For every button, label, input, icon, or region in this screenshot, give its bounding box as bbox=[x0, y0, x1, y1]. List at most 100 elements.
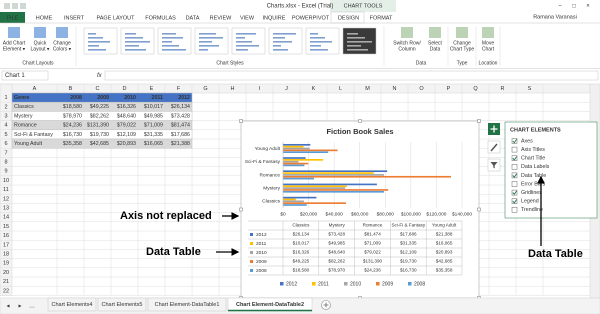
context-band bbox=[330, 0, 396, 12]
formula-input[interactable] bbox=[104, 70, 599, 81]
row-header: 22 bbox=[3, 288, 9, 294]
ribbon-button-label[interactable]: Switch Row/ bbox=[393, 40, 421, 46]
ribbon-group-label: Chart Layouts bbox=[22, 60, 54, 66]
ribbon-button-label[interactable]: Chart Type bbox=[450, 46, 475, 52]
checkbox[interactable] bbox=[511, 189, 518, 196]
sheet-tab-label[interactable]: Chart Element-DataTable1 bbox=[155, 302, 220, 308]
checkbox[interactable] bbox=[511, 146, 518, 153]
thumb-bar bbox=[347, 49, 368, 51]
sheet-tab[interactable] bbox=[147, 297, 227, 312]
panel-item[interactable]: Error Bars bbox=[521, 181, 545, 187]
table-cell: Sci-Fi & Fantasy bbox=[14, 132, 53, 138]
table-cell: $17,686 bbox=[171, 132, 190, 138]
checkbox[interactable] bbox=[511, 181, 518, 187]
ribbon-button-icon[interactable] bbox=[56, 27, 68, 38]
sheet-tab[interactable] bbox=[97, 297, 147, 312]
ribbon-button-label[interactable]: Quick bbox=[34, 40, 47, 46]
ribbon-button-label[interactable]: Select bbox=[428, 40, 443, 46]
tab-nav[interactable]: … bbox=[29, 304, 35, 310]
plus-icon[interactable] bbox=[490, 125, 498, 133]
checkbox[interactable] bbox=[511, 164, 518, 170]
quick-access-icon bbox=[20, 3, 26, 9]
filter-icon[interactable] bbox=[490, 162, 498, 169]
data-table-cell: $12,109 bbox=[400, 250, 417, 255]
ribbon-button-label[interactable]: Change bbox=[53, 40, 71, 46]
ribbon-tab[interactable]: PAGE LAYOUT bbox=[96, 15, 135, 21]
table-cell: $49,985 bbox=[144, 113, 163, 119]
panel-item[interactable]: Gridlines bbox=[521, 190, 542, 196]
ribbon-button-label[interactable]: Layout ▾ bbox=[31, 46, 50, 52]
checkbox[interactable] bbox=[511, 172, 518, 179]
ribbon-button-label[interactable]: Element ▾ bbox=[3, 46, 26, 52]
ribbon-tab[interactable]: HOME bbox=[36, 15, 53, 21]
sheet-tab-label[interactable]: Chart Elements5 bbox=[102, 302, 143, 308]
panel-item[interactable]: Data Labels bbox=[521, 164, 550, 170]
panel-item[interactable]: Axis Titles bbox=[521, 147, 545, 153]
thumb-bar bbox=[199, 49, 208, 51]
add-sheet-plus bbox=[323, 302, 329, 308]
ribbon-button-icon[interactable] bbox=[456, 27, 468, 38]
legend-swatch bbox=[344, 282, 348, 286]
ribbon-tab[interactable]: FORMULAS bbox=[145, 15, 176, 21]
tab-nav[interactable]: ◂ bbox=[6, 304, 9, 310]
data-table-cell: $131,390 bbox=[363, 259, 383, 264]
ribbon-button-icon[interactable] bbox=[401, 27, 413, 38]
chart-area[interactable] bbox=[240, 120, 480, 299]
ribbon-tab[interactable]: POWERPIVOT bbox=[292, 15, 330, 21]
sheet-tab[interactable] bbox=[47, 297, 97, 312]
panel-item[interactable]: Data Table bbox=[521, 173, 546, 179]
ribbon-tab[interactable]: FORMAT bbox=[370, 15, 393, 21]
ribbon-button-label[interactable]: Data bbox=[430, 46, 441, 52]
x-tick-label: $100,000 bbox=[401, 211, 421, 217]
ribbon-tab[interactable]: FILE bbox=[7, 15, 19, 21]
ribbon-button-icon[interactable] bbox=[482, 27, 494, 38]
checkbox[interactable] bbox=[511, 198, 518, 204]
ribbon-tab[interactable]: DATA bbox=[186, 15, 200, 21]
brush-icon[interactable] bbox=[490, 143, 498, 152]
row-header: 17 bbox=[3, 242, 9, 248]
name-box[interactable] bbox=[1, 70, 49, 81]
panel-item[interactable]: Axes bbox=[521, 138, 533, 144]
window-control[interactable]: − bbox=[558, 4, 562, 10]
checkbox[interactable] bbox=[511, 207, 518, 213]
panel-item[interactable]: Trendline bbox=[521, 207, 543, 213]
checkbox[interactable] bbox=[511, 138, 518, 144]
ribbon-button-label[interactable]: Column bbox=[398, 46, 415, 52]
ribbon-tab[interactable]: INSERT bbox=[64, 15, 85, 21]
column-header: G bbox=[203, 86, 207, 92]
ribbon-tab[interactable]: REVIEW bbox=[210, 15, 233, 21]
window-control[interactable]: □ bbox=[572, 4, 576, 10]
ribbon-tab[interactable]: DESIGN bbox=[338, 15, 359, 21]
ribbon-tab[interactable]: INQUIRE bbox=[263, 15, 286, 21]
thumb-bar bbox=[310, 41, 332, 43]
ribbon-button-label[interactable]: Add Chart bbox=[3, 40, 26, 46]
ribbon-button-label[interactable]: Move bbox=[482, 40, 494, 46]
tab-nav[interactable]: ▸ bbox=[18, 304, 21, 310]
x-tick-label: $20,000 bbox=[300, 211, 318, 217]
thumb-bar bbox=[199, 33, 216, 35]
panel-item[interactable]: Legend bbox=[521, 199, 539, 205]
x-tick-label: $120,000 bbox=[426, 211, 446, 217]
sheet-tab-label[interactable]: Chart Elements4 bbox=[52, 302, 93, 308]
bar bbox=[283, 185, 347, 188]
table-cell: Classics bbox=[14, 104, 34, 110]
window-control[interactable]: × bbox=[586, 4, 590, 10]
data-table-row-label: 2010 bbox=[256, 250, 267, 256]
file-tab[interactable] bbox=[0, 12, 25, 23]
checkbox[interactable] bbox=[511, 155, 518, 161]
ribbon-button-label[interactable]: Chart bbox=[482, 46, 495, 52]
table-cell: $16,730 bbox=[63, 132, 82, 138]
ribbon-button-icon[interactable] bbox=[34, 27, 46, 38]
ribbon-tab[interactable]: VIEW bbox=[240, 15, 255, 21]
row-header: 8 bbox=[4, 159, 7, 165]
panel-item[interactable]: Chart Title bbox=[521, 156, 545, 162]
ribbon-button-icon[interactable] bbox=[429, 27, 441, 38]
ribbon-button-label[interactable]: Colors ▾ bbox=[53, 46, 72, 52]
thumb-bar bbox=[347, 33, 358, 35]
legend-swatch bbox=[408, 282, 412, 286]
ribbon-button-label[interactable]: Change bbox=[453, 40, 471, 46]
ribbon-button-icon[interactable] bbox=[8, 27, 20, 38]
column-header: M bbox=[365, 86, 370, 92]
sheet-tab-label[interactable]: Chart Element-DataTable2 bbox=[236, 302, 304, 308]
